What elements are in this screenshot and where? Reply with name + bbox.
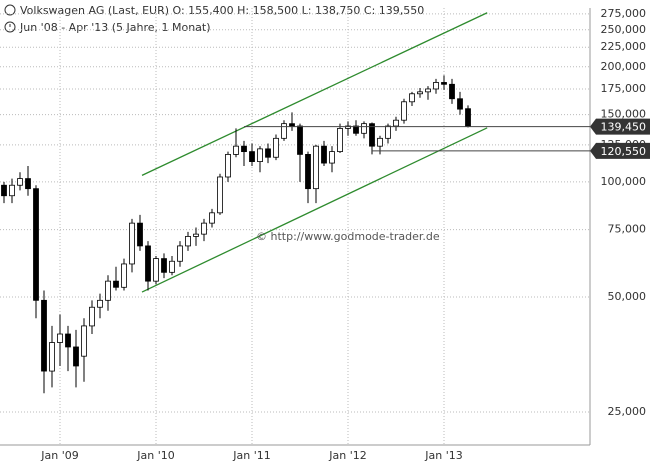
candle-body xyxy=(33,188,39,301)
y-tick-label: 50,000 xyxy=(608,290,647,303)
candle-body xyxy=(129,222,135,265)
candle-body xyxy=(361,123,367,134)
candle-body xyxy=(201,222,207,235)
candle-body xyxy=(137,222,143,247)
candle-body xyxy=(105,280,111,301)
candle-body xyxy=(257,148,263,162)
x-tick-label: Jan '11 xyxy=(232,449,270,462)
candle-body xyxy=(153,258,159,282)
chart-title: Volkswagen AG (Last, EUR) O: 155,400 H: … xyxy=(20,4,424,17)
y-tick-label: 25,000 xyxy=(608,405,647,418)
level-label: 120,550 xyxy=(601,145,647,158)
candle-body xyxy=(337,128,343,153)
candle-body xyxy=(425,88,431,93)
clock-icon xyxy=(4,21,16,33)
candle-body xyxy=(433,82,439,90)
candle-body xyxy=(169,260,175,273)
level-marker xyxy=(590,118,650,135)
candle-body xyxy=(289,123,295,127)
candle-body xyxy=(393,119,399,127)
candle-body xyxy=(441,82,447,85)
candle-body xyxy=(89,306,95,327)
icon xyxy=(4,4,16,16)
candle-body xyxy=(409,93,415,103)
candle-body xyxy=(161,258,167,273)
level-marker xyxy=(590,142,650,159)
candle-body xyxy=(313,145,319,190)
candle-body xyxy=(9,184,15,197)
candle-body xyxy=(297,125,303,155)
y-tick-label: 75,000 xyxy=(608,223,647,236)
candle-body xyxy=(1,184,7,197)
candle-body xyxy=(233,145,239,155)
candle-body xyxy=(273,137,279,158)
candle-body xyxy=(369,123,375,147)
y-tick-label: 250,000 xyxy=(601,23,647,36)
candle-body xyxy=(25,178,31,190)
level-label: 139,450 xyxy=(601,121,647,134)
candle-body xyxy=(177,245,183,262)
candle-body xyxy=(97,299,103,308)
y-tick-label: 275,000 xyxy=(601,7,647,20)
candle-body xyxy=(329,151,335,164)
y-tick-label: 100,000 xyxy=(601,175,647,188)
candle-body xyxy=(49,342,55,372)
candle-body xyxy=(113,280,119,288)
y-tick-label: 225,000 xyxy=(601,40,647,53)
candle-body xyxy=(17,178,23,186)
candle-body xyxy=(417,91,423,95)
candle-body xyxy=(321,145,327,164)
watermark: © http://www.godmode-trader.de xyxy=(256,230,440,243)
candle-body xyxy=(193,233,199,237)
candle-body xyxy=(457,98,463,110)
candle-body xyxy=(401,101,407,121)
x-tick-label: Jan '10 xyxy=(136,449,174,462)
chart-subtitle: Jun '08 - Apr '13 (5 Jahre, 1 Monat) xyxy=(19,21,211,34)
candle-body xyxy=(377,137,383,147)
x-tick-label: Jan '12 xyxy=(328,449,366,462)
candle-body xyxy=(217,176,223,214)
candle-body xyxy=(449,83,455,100)
y-tick-label: 150,000 xyxy=(601,108,647,121)
candle-body xyxy=(209,212,215,224)
candle-body xyxy=(73,346,79,367)
candle-body xyxy=(57,333,63,343)
y-tick-label: 200,000 xyxy=(601,60,647,73)
candle-body xyxy=(281,123,287,139)
trend-line xyxy=(141,127,488,293)
candle-body xyxy=(41,299,47,372)
candle-body xyxy=(185,236,191,247)
candle-body xyxy=(265,148,271,158)
trend-line xyxy=(141,12,488,176)
candle-body xyxy=(65,333,71,348)
candle-body xyxy=(249,151,255,162)
candle-body xyxy=(121,263,127,288)
x-tick-label: Jan '09 xyxy=(40,449,78,462)
x-tick-label: Jan '13 xyxy=(424,449,462,462)
candle-body xyxy=(305,154,311,190)
candle-body xyxy=(385,125,391,139)
candle-body xyxy=(465,108,471,127)
candle-body xyxy=(225,154,231,178)
candle-body xyxy=(145,245,151,282)
candle-body xyxy=(345,125,351,129)
y-tick-label: 175,000 xyxy=(601,82,647,95)
candle-body xyxy=(81,325,87,357)
candle-body xyxy=(353,125,359,134)
candle-body xyxy=(241,145,247,153)
